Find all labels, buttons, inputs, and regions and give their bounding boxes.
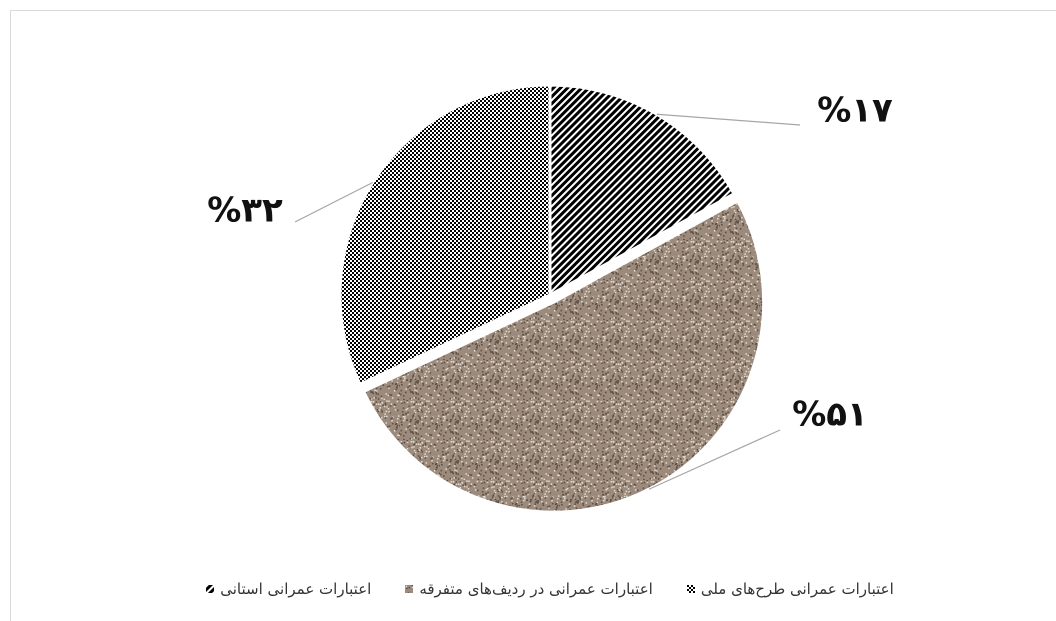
legend-label: اعتبارات عمرانی در ردیف‌های متفرقه	[419, 580, 653, 598]
legend-label: اعتبارات عمرانی طرح‌های ملی	[700, 580, 894, 598]
pie-slice	[548, 83, 737, 298]
legend-swatch	[405, 585, 414, 593]
leader-line	[294, 181, 373, 223]
pie-slice	[361, 198, 766, 514]
legend-item: اعتبارات عمرانی در ردیف‌های متفرقه	[405, 580, 653, 598]
data-label: %۵۱	[792, 395, 868, 435]
leader-line	[656, 113, 801, 126]
data-label: %۳۲	[207, 191, 283, 231]
data-label: %۱۷	[817, 91, 893, 131]
plot-frame	[10, 10, 1056, 621]
legend: اعتبارات عمرانی طرح‌های ملی اعتبارات عمرا…	[0, 580, 1056, 598]
legend-swatch	[686, 585, 695, 593]
legend-item: اعتبارات عمرانی استانی	[206, 580, 371, 598]
pie-slice	[338, 83, 552, 387]
legend-label: اعتبارات عمرانی استانی	[220, 580, 372, 598]
legend-item: اعتبارات عمرانی طرح‌های ملی	[686, 580, 894, 598]
leader-line	[648, 429, 781, 490]
legend-swatch	[206, 585, 215, 593]
